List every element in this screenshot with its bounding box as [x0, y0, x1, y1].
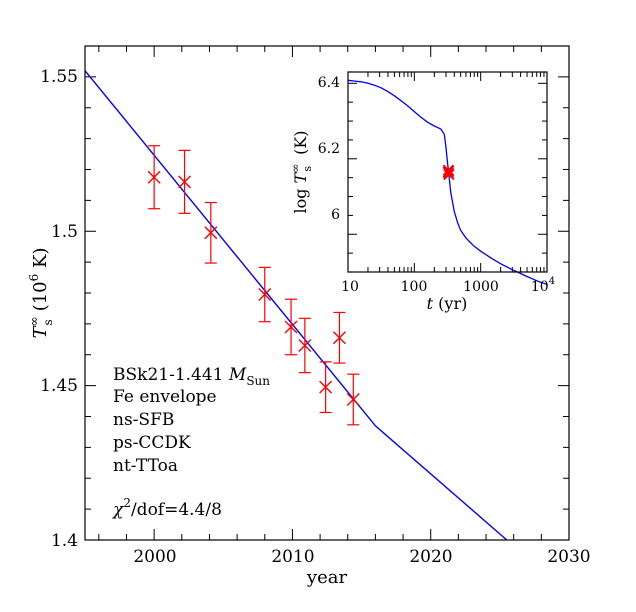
annotation-chi2: χ2/dof=4.4/8 [112, 496, 222, 520]
x-tick-label-2000: 2000 [133, 547, 176, 567]
data-marker [319, 380, 333, 394]
y-tick-label-1.55: 1.55 [40, 67, 78, 87]
inset-x-axis-title-t: t [427, 294, 434, 313]
annotation-nt: nt-TToa [113, 456, 178, 476]
y-axis-title-sup: ∞ [27, 316, 41, 326]
data-point [204, 201, 218, 264]
inset-x-axis-title: t (yr) [427, 294, 468, 313]
data-marker [204, 226, 218, 240]
annotation-block: BSk21-1.441 MSun Fe envelope ns-SFB ps-C… [112, 365, 270, 520]
inset-y-axis-title-sub: s [301, 166, 314, 172]
inset-y-tick-label-6: 6 [331, 207, 340, 223]
annotation-model: BSk21-1.441 MSun [113, 365, 270, 388]
data-marker [298, 338, 312, 352]
inset-data-marker [443, 169, 455, 181]
inset-x-tick-label-10: 10 [341, 279, 359, 295]
annotation-ns: ns-SFB [113, 410, 174, 430]
data-point [284, 298, 298, 356]
data-point [346, 373, 360, 426]
inset-axes-frame [347, 71, 548, 273]
y-axis-title-sub: s [41, 319, 55, 325]
inset-chart: 6 6.2 6.4 10 100 1000 104 t (yr) log T∞s… [289, 71, 555, 313]
y-axis-title-units-tail: K) [30, 248, 51, 274]
inset-y-axis-title-sup: ∞ [289, 164, 302, 173]
inset-data-marker [442, 167, 455, 179]
x-tick-label-2020: 2020 [409, 547, 452, 567]
annotation-chi2-sup: 2 [123, 496, 131, 510]
inset-cooling-curve [347, 79, 548, 286]
annotation-chi2-symbol: χ [112, 500, 125, 520]
data-point [298, 317, 312, 374]
data-marker [178, 175, 192, 189]
data-marker [258, 288, 272, 302]
x-tick-label-2010: 2010 [271, 547, 314, 567]
inset-x-tick-label-10000-base: 10 [531, 279, 549, 295]
inset-y-axis-title: log T∞s (K) [289, 130, 314, 213]
model-cooling-curve [84, 70, 508, 541]
annotation-chi2-tail: /dof=4.4/8 [131, 500, 222, 520]
y-tick-label-1.45: 1.45 [40, 376, 78, 396]
data-marker [332, 331, 346, 345]
x-tick-label-2030: 2030 [547, 547, 590, 567]
y-axis-title-units: (10 [30, 281, 51, 311]
inset-y-axis-title-main: T [291, 171, 310, 183]
annotation-envelope: Fe envelope [113, 387, 217, 407]
inset-y-tick-label-6.2: 6.2 [318, 141, 340, 157]
inset-plot-area [347, 79, 548, 286]
y-tick-label-1.4: 1.4 [51, 531, 78, 551]
main-chart: 1.4 1.45 1.5 1.55 2000 2010 2020 2030 ye… [27, 45, 591, 588]
annotation-model-text: BSk21-1.441 [113, 365, 229, 385]
data-point [258, 266, 272, 323]
main-plot-area [84, 70, 508, 541]
inset-x-axis-title-tail: (yr) [433, 294, 467, 313]
x-axis-title: year [306, 567, 348, 588]
inset-x-tick-label-100: 100 [401, 279, 428, 295]
data-point [319, 361, 333, 414]
annotation-model-mass: M [228, 365, 247, 385]
data-point [178, 149, 192, 214]
data-point [147, 145, 161, 210]
y-axis-title-main: T [30, 324, 51, 338]
annotation-model-sun: Sun [246, 374, 270, 388]
inset-x-tick-label-10000-exp: 4 [549, 276, 555, 287]
inset-y-tick-label-6.4: 6.4 [318, 75, 340, 91]
inset-y-axis-title-prefix: log [291, 183, 310, 213]
annotation-ps: ps-CCDK [113, 433, 191, 453]
data-marker [284, 320, 298, 334]
data-marker [147, 170, 161, 184]
main-axes-frame [84, 45, 570, 541]
y-axis-title: T∞s (106 K) [27, 248, 55, 339]
y-axis-title-units-exp: 6 [27, 274, 41, 282]
inset-x-tick-label-10000: 104 [531, 276, 555, 295]
y-tick-label-1.5: 1.5 [51, 222, 78, 242]
inset-y-axis-title-tail: (K) [291, 130, 310, 160]
inset-data-marker [443, 165, 455, 177]
inset-x-tick-label-1000: 1000 [463, 279, 499, 295]
data-marker [346, 393, 360, 407]
data-point [332, 311, 346, 364]
